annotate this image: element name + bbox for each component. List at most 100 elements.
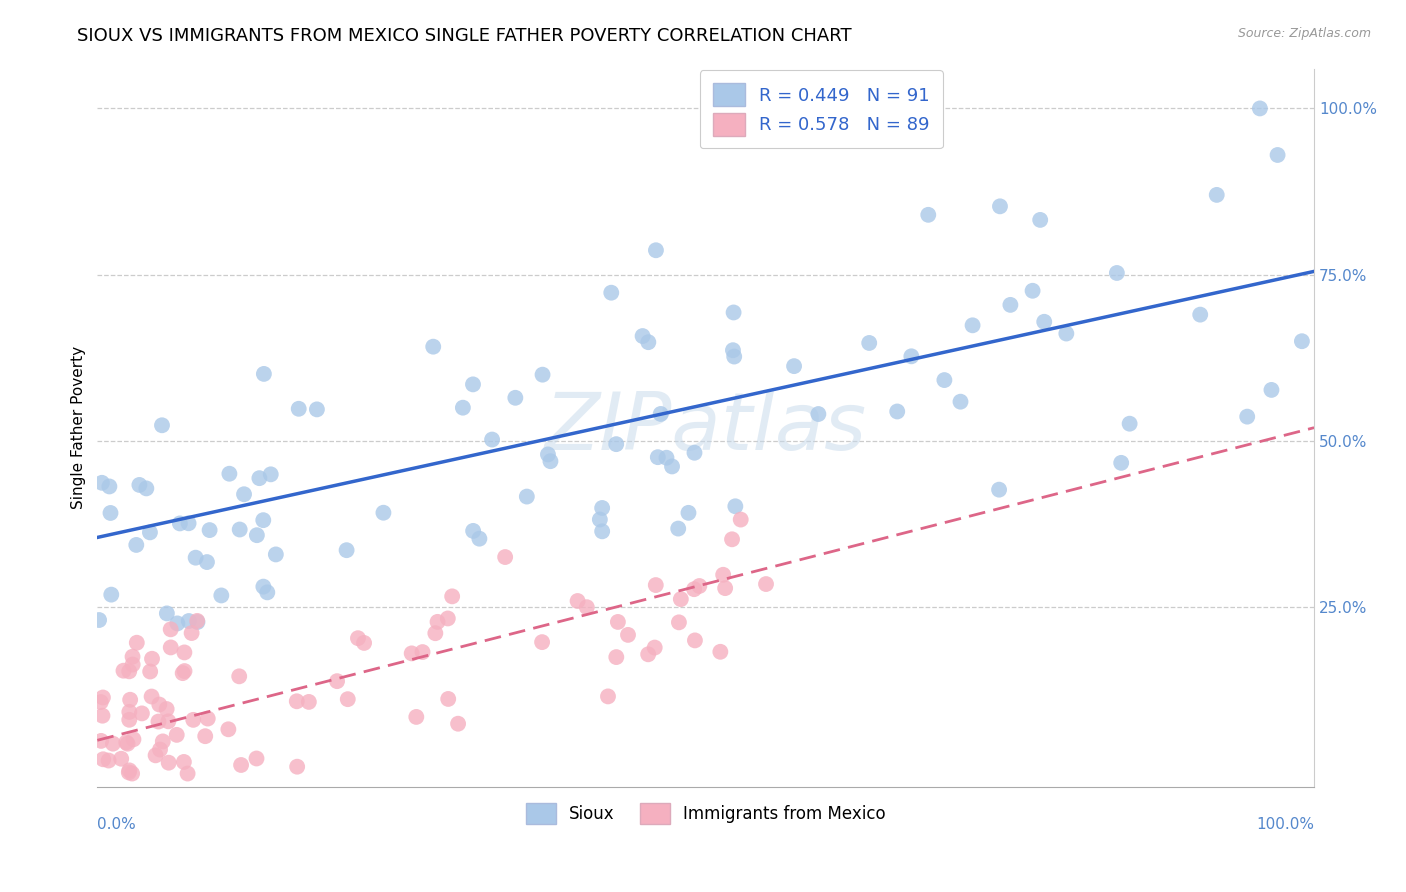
- Point: [90, 734, 112, 748]
- Point: [90, 475, 112, 490]
- Point: [678, 506, 700, 520]
- Point: [596, 690, 619, 704]
- Point: [645, 244, 668, 258]
- Point: [447, 716, 470, 731]
- Point: [115, 735, 138, 749]
- Point: [305, 402, 328, 417]
- Point: [148, 714, 170, 729]
- Point: [600, 285, 623, 300]
- Point: [637, 648, 659, 662]
- Point: [538, 454, 561, 468]
- Point: [1205, 187, 1227, 202]
- Point: [644, 578, 666, 592]
- Point: [709, 645, 731, 659]
- Point: [91, 752, 114, 766]
- Point: [723, 350, 745, 364]
- Point: [661, 459, 683, 474]
- Point: [326, 674, 349, 689]
- Point: [1291, 334, 1313, 349]
- Point: [159, 623, 181, 637]
- Point: [173, 755, 195, 769]
- Point: [252, 513, 274, 527]
- Point: [264, 548, 287, 562]
- Point: [917, 208, 939, 222]
- Point: [148, 698, 170, 712]
- Point: [118, 705, 141, 719]
- Point: [285, 694, 308, 708]
- Point: [422, 340, 444, 354]
- Point: [198, 523, 221, 537]
- Point: [186, 614, 208, 628]
- Point: [157, 714, 180, 729]
- Point: [683, 633, 706, 648]
- Point: [347, 631, 370, 645]
- Point: [1260, 383, 1282, 397]
- Point: [900, 349, 922, 363]
- Point: [150, 418, 173, 433]
- Point: [412, 645, 434, 659]
- Point: [1054, 326, 1077, 341]
- Point: [149, 742, 172, 756]
- Point: [405, 710, 427, 724]
- Point: [91, 690, 114, 705]
- Point: [688, 579, 710, 593]
- Legend: Sioux, Immigrants from Mexico: Sioux, Immigrants from Mexico: [517, 794, 894, 832]
- Point: [988, 483, 1011, 497]
- Point: [481, 433, 503, 447]
- Point: [157, 756, 180, 770]
- Point: [650, 407, 672, 421]
- Point: [655, 450, 678, 465]
- Point: [1021, 284, 1043, 298]
- Point: [120, 692, 142, 706]
- Point: [589, 512, 612, 526]
- Point: [531, 635, 554, 649]
- Text: 100.0%: 100.0%: [1256, 817, 1315, 832]
- Point: [152, 734, 174, 748]
- Point: [425, 626, 447, 640]
- Point: [666, 522, 689, 536]
- Point: [233, 487, 256, 501]
- Point: [118, 665, 141, 679]
- Point: [176, 766, 198, 780]
- Point: [139, 665, 162, 679]
- Point: [256, 585, 278, 599]
- Point: [463, 524, 485, 538]
- Point: [451, 401, 474, 415]
- Point: [591, 524, 613, 539]
- Point: [209, 589, 232, 603]
- Point: [122, 732, 145, 747]
- Point: [461, 377, 484, 392]
- Point: [721, 343, 744, 358]
- Point: [605, 437, 627, 451]
- Point: [117, 737, 139, 751]
- Point: [591, 500, 613, 515]
- Point: [118, 713, 141, 727]
- Point: [441, 590, 464, 604]
- Point: [724, 500, 747, 514]
- Point: [194, 729, 217, 743]
- Point: [1189, 308, 1212, 322]
- Text: ZIPatlas: ZIPatlas: [544, 389, 866, 467]
- Point: [1118, 417, 1140, 431]
- Point: [807, 407, 830, 421]
- Point: [186, 615, 208, 629]
- Point: [298, 695, 321, 709]
- Point: [285, 760, 308, 774]
- Point: [1249, 102, 1271, 116]
- Point: [245, 751, 267, 765]
- Point: [173, 645, 195, 659]
- Point: [353, 636, 375, 650]
- Point: [260, 467, 283, 482]
- Point: [173, 664, 195, 678]
- Point: [121, 657, 143, 672]
- Point: [110, 752, 132, 766]
- Point: [631, 329, 654, 343]
- Point: [252, 580, 274, 594]
- Point: [247, 471, 270, 485]
- Point: [97, 754, 120, 768]
- Point: [949, 394, 972, 409]
- Point: [723, 305, 745, 319]
- Point: [195, 555, 218, 569]
- Point: [121, 649, 143, 664]
- Point: [118, 765, 141, 780]
